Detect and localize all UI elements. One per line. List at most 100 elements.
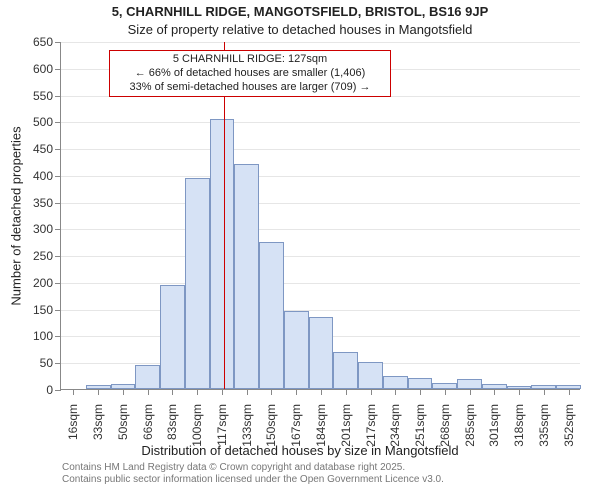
ytick-mark <box>55 122 61 123</box>
xtick-mark <box>346 389 347 395</box>
xtick-mark <box>445 389 446 395</box>
xtick-mark <box>470 389 471 395</box>
xtick-mark <box>321 389 322 395</box>
histogram-bar <box>185 178 210 389</box>
ytick-label: 300 <box>33 222 53 236</box>
ytick-mark <box>55 149 61 150</box>
histogram-bar <box>210 119 235 389</box>
xtick-mark <box>371 389 372 395</box>
gridline-h <box>61 42 580 43</box>
gridline-h <box>61 310 580 311</box>
ytick-label: 250 <box>33 249 53 263</box>
ytick-mark <box>55 203 61 204</box>
xtick-label: 285sqm <box>463 404 477 447</box>
xtick-label: 318sqm <box>512 404 526 447</box>
xtick-mark <box>123 389 124 395</box>
xtick-label: 352sqm <box>562 404 576 447</box>
xtick-mark <box>247 389 248 395</box>
xtick-label: 50sqm <box>116 404 130 440</box>
gridline-h <box>61 229 580 230</box>
page-title-line1: 5, CHARNHILL RIDGE, MANGOTSFIELD, BRISTO… <box>0 4 600 19</box>
xtick-mark <box>172 389 173 395</box>
xtick-label: 83sqm <box>165 404 179 440</box>
xtick-mark <box>197 389 198 395</box>
xtick-mark <box>98 389 99 395</box>
xtick-label: 251sqm <box>413 404 427 447</box>
gridline-h <box>61 256 580 257</box>
xtick-label: 234sqm <box>388 404 402 447</box>
footer: Contains HM Land Registry data © Crown c… <box>0 462 600 486</box>
ytick-mark <box>55 42 61 43</box>
ytick-label: 600 <box>33 62 53 76</box>
gridline-h <box>61 283 580 284</box>
xtick-mark <box>494 389 495 395</box>
plot-area: 0501001502002503003504004505005506006501… <box>60 42 580 390</box>
ytick-mark <box>55 69 61 70</box>
ytick-mark <box>55 229 61 230</box>
annotation-box: 5 CHARNHILL RIDGE: 127sqm ← 66% of detac… <box>109 50 391 97</box>
gridline-h <box>61 203 580 204</box>
ytick-label: 200 <box>33 276 53 290</box>
histogram-bar <box>457 379 482 389</box>
xtick-label: 301sqm <box>487 404 501 447</box>
histogram-bar <box>135 365 160 389</box>
ytick-label: 650 <box>33 35 53 49</box>
histogram-bar <box>383 376 408 389</box>
annotation-line2: ← 66% of detached houses are smaller (1,… <box>116 67 384 81</box>
ytick-label: 0 <box>46 383 53 397</box>
ytick-mark <box>55 96 61 97</box>
xtick-label: 268sqm <box>438 404 452 447</box>
xtick-mark <box>420 389 421 395</box>
gridline-h <box>61 149 580 150</box>
ytick-label: 350 <box>33 196 53 210</box>
ytick-mark <box>55 256 61 257</box>
ytick-mark <box>55 363 61 364</box>
xtick-label: 201sqm <box>339 404 353 447</box>
histogram-bar <box>284 311 309 389</box>
ytick-label: 150 <box>33 303 53 317</box>
xtick-label: 217sqm <box>364 404 378 447</box>
xtick-mark <box>519 389 520 395</box>
histogram-bar <box>234 164 259 389</box>
page-title-line2: Size of property relative to detached ho… <box>0 22 600 37</box>
histogram-bar <box>309 317 334 389</box>
ytick-mark <box>55 336 61 337</box>
annotation-line3: 33% of semi-detached houses are larger (… <box>116 81 384 95</box>
xtick-label: 133sqm <box>240 404 254 447</box>
xtick-mark <box>222 389 223 395</box>
histogram-bar <box>358 362 383 389</box>
ytick-mark <box>55 390 61 391</box>
ytick-mark <box>55 310 61 311</box>
footer-line2: Contains public sector information licen… <box>62 474 600 486</box>
xtick-mark <box>73 389 74 395</box>
histogram-bar <box>160 285 185 389</box>
xtick-mark <box>544 389 545 395</box>
xtick-label: 150sqm <box>264 404 278 447</box>
xtick-label: 117sqm <box>215 404 229 446</box>
histogram-bar <box>408 378 433 389</box>
xtick-label: 167sqm <box>289 404 303 447</box>
chart-container: 5, CHARNHILL RIDGE, MANGOTSFIELD, BRISTO… <box>0 0 600 500</box>
footer-line1: Contains HM Land Registry data © Crown c… <box>62 462 600 474</box>
xtick-mark <box>271 389 272 395</box>
xtick-label: 66sqm <box>141 404 155 440</box>
ytick-mark <box>55 283 61 284</box>
gridline-h <box>61 122 580 123</box>
xtick-label: 33sqm <box>91 404 105 440</box>
xtick-label: 335sqm <box>537 404 551 447</box>
xtick-mark <box>148 389 149 395</box>
ytick-label: 400 <box>33 169 53 183</box>
gridline-h <box>61 176 580 177</box>
xtick-mark <box>296 389 297 395</box>
x-axis-label: Distribution of detached houses by size … <box>0 443 600 458</box>
xtick-mark <box>569 389 570 395</box>
y-axis-label: Number of detached properties <box>9 126 24 305</box>
ytick-label: 550 <box>33 89 53 103</box>
ytick-mark <box>55 176 61 177</box>
xtick-label: 16sqm <box>66 404 80 440</box>
ytick-label: 450 <box>33 142 53 156</box>
ytick-label: 500 <box>33 115 53 129</box>
xtick-mark <box>395 389 396 395</box>
histogram-bar <box>259 242 284 389</box>
annotation-line1: 5 CHARNHILL RIDGE: 127sqm <box>116 53 384 67</box>
